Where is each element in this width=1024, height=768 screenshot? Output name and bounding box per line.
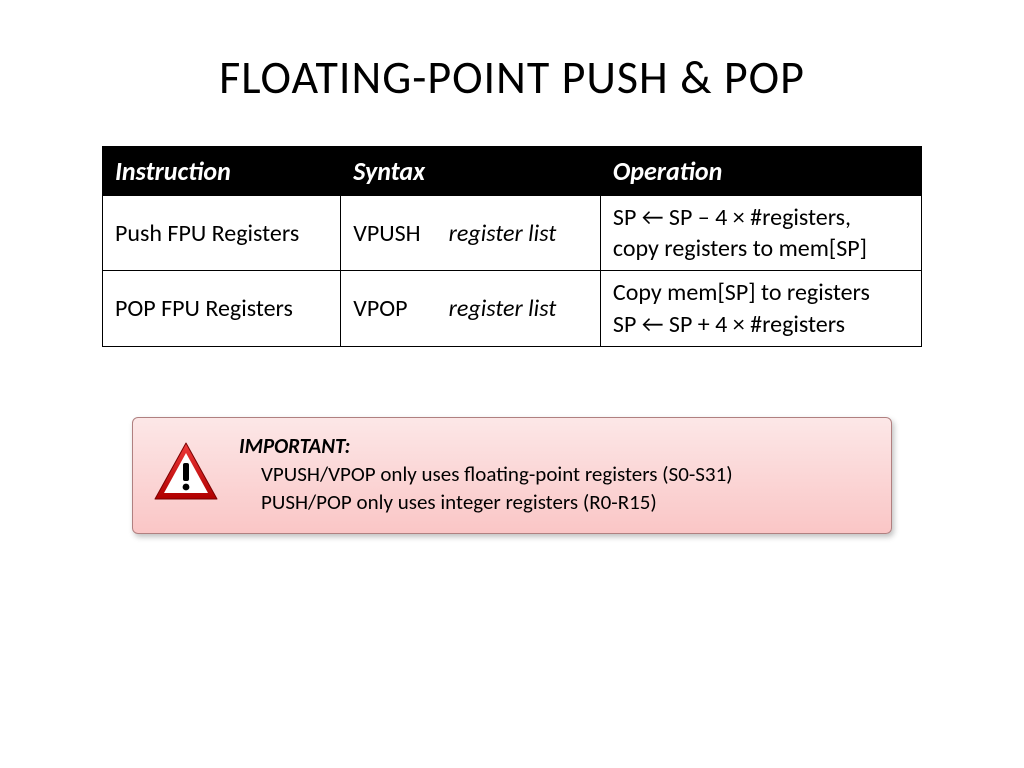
- callout-line: PUSH/POP only uses integer registers (R0…: [239, 488, 733, 516]
- operation-line: SP ← SP + 4 × #registers: [613, 309, 909, 340]
- col-header-syntax: Syntax: [341, 147, 601, 196]
- syntax-mnemonic: VPUSH: [353, 218, 443, 249]
- operation-line: Copy mem[SP] to registers: [613, 277, 909, 308]
- syntax-operand: register list: [449, 219, 557, 248]
- syntax-mnemonic: VPOP: [353, 293, 443, 324]
- callout-text: IMPORTANT: VPUSH/VPOP only uses floating…: [239, 432, 733, 517]
- slide-title: FLOATING-POINT PUSH & POP: [60, 50, 964, 106]
- instruction-table: Instruction Syntax Operation Push FPU Re…: [102, 146, 922, 347]
- cell-operation: Copy mem[SP] to registers SP ← SP + 4 × …: [600, 271, 921, 346]
- col-header-instruction: Instruction: [103, 147, 341, 196]
- table-header-row: Instruction Syntax Operation: [103, 147, 922, 196]
- slide: FLOATING-POINT PUSH & POP Instruction Sy…: [0, 0, 1024, 768]
- syntax-operand: register list: [449, 294, 557, 323]
- cell-operation: SP ← SP – 4 × #registers, copy registers…: [600, 196, 921, 271]
- table-row: POP FPU Registers VPOP register list Cop…: [103, 271, 922, 346]
- important-callout: IMPORTANT: VPUSH/VPOP only uses floating…: [132, 417, 892, 534]
- warning-triangle-icon: [151, 441, 221, 508]
- cell-syntax: VPOP register list: [341, 271, 601, 346]
- callout-label: IMPORTANT:: [239, 432, 733, 460]
- cell-instruction: POP FPU Registers: [103, 271, 341, 346]
- operation-line: copy registers to mem[SP]: [613, 233, 909, 264]
- col-header-operation: Operation: [600, 147, 921, 196]
- callout-line: VPUSH/VPOP only uses floating-point regi…: [239, 460, 733, 488]
- operation-line: SP ← SP – 4 × #registers,: [613, 202, 909, 233]
- table-row: Push FPU Registers VPUSH register list S…: [103, 196, 922, 271]
- cell-syntax: VPUSH register list: [341, 196, 601, 271]
- cell-instruction: Push FPU Registers: [103, 196, 341, 271]
